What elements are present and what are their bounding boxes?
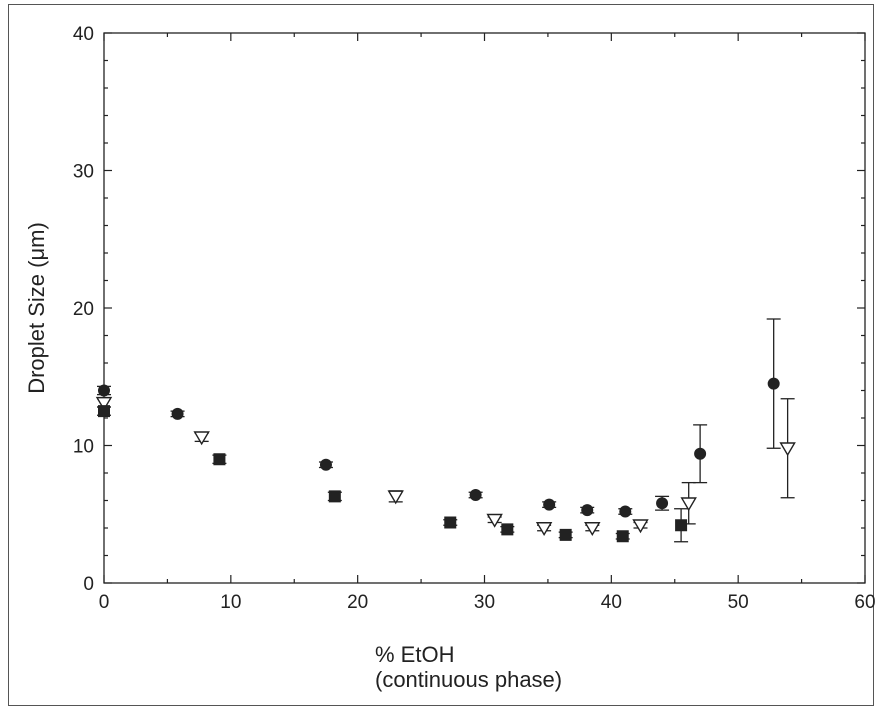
data-point-circle [767,377,780,390]
data-point-circle [98,384,110,397]
data-point-circle [319,458,332,471]
y-tick-label: 30 [73,162,94,183]
plot-area-border [103,32,866,584]
x-tick-label: 50 [728,592,749,613]
data-point-square [559,528,572,541]
data-point-triangle [680,497,697,512]
data-point-triangle [584,522,601,537]
data-point-circle [171,407,184,420]
data-point-circle [469,489,482,501]
x-tick-label: 0 [99,592,110,613]
data-point-triangle [779,442,796,457]
data-point-circle [581,504,594,517]
data-point-triangle [387,490,404,505]
data-point-circle [694,447,707,460]
y-tick-label: 10 [73,437,94,458]
data-point-square [444,516,457,529]
tick-labels: 0 10 20 30 40 50 60 0 10 20 30 40 [73,24,876,613]
y-tick-label: 0 [83,574,94,595]
y-tick-label: 20 [73,299,94,320]
x-tick-label: 10 [220,592,241,613]
data-point-triangle [193,431,210,446]
data-point-triangle [632,519,649,534]
axis-ticks [103,32,866,584]
data-point-circle [656,497,669,510]
data-point-triangle [486,513,503,528]
x-tick-label: 20 [347,592,368,613]
data-point-circle [543,498,556,511]
y-tick-label: 40 [73,24,94,45]
x-axis-label-line2: (continuous phase) [375,667,563,692]
data-point-square [501,523,514,536]
data-point-square [98,405,110,418]
y-axis-label: Droplet Size (μm) [24,222,49,394]
data-point-circle [619,505,632,518]
data-point-square [328,490,341,503]
data-point-square [213,453,226,466]
x-tick-label: 60 [854,592,875,613]
data-point-triangle [535,522,553,537]
x-tick-label: 40 [601,592,622,613]
x-tick-label: 30 [474,592,495,613]
figure-frame [8,4,874,706]
data-point-square [675,519,688,532]
data-point-triangle [95,396,113,411]
data-point-square [616,530,629,543]
x-axis-label: % EtOH (continuous phase) [375,642,562,692]
data-markers [95,377,796,543]
x-axis-label-line1: % EtOH [375,642,455,667]
